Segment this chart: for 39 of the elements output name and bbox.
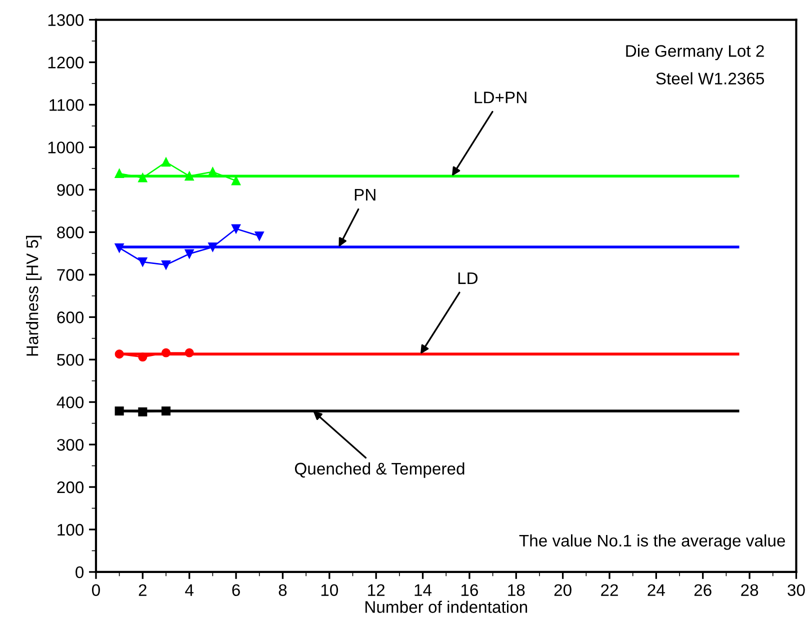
y-tick-label: 1000 — [48, 142, 84, 154]
x-tick-label: 10 — [321, 584, 338, 596]
x-tick-label: 26 — [694, 584, 712, 596]
annotation: PN — [354, 189, 376, 201]
annotation: Quenched & Tempered — [294, 462, 464, 478]
x-tick-label: 6 — [232, 584, 240, 596]
y-tick-label: 600 — [57, 312, 84, 324]
x-tick-label: 0 — [92, 584, 100, 596]
y-tick-label: 1100 — [50, 99, 84, 111]
x-tick-label: 22 — [601, 584, 618, 596]
y-tick-label: 200 — [57, 481, 84, 494]
annotation: The value No.1 is the average value — [519, 534, 786, 550]
annotation: Steel W1.2365 — [656, 72, 764, 84]
x-tick-label: 4 — [185, 584, 194, 596]
y-tick-label: 400 — [56, 396, 84, 408]
y-tick-label: 800 — [57, 226, 84, 238]
x-tick-label: 2 — [138, 584, 146, 596]
x-tick-label: 28 — [741, 584, 758, 596]
x-tick-label: 24 — [648, 584, 665, 596]
y-tick-label: 100 — [58, 524, 84, 536]
annotation: LD — [458, 272, 478, 284]
y-axis-title: Hardness [HV 5] — [26, 236, 42, 356]
annotation: Die Germany Lot 2 — [626, 44, 764, 60]
y-tick-label: 1300 — [48, 14, 84, 26]
y-tick-label: 900 — [57, 184, 84, 196]
y-tick-label: 300 — [57, 438, 84, 451]
x-tick-label: 30 — [788, 584, 805, 596]
x-tick-label: 14 — [414, 584, 432, 596]
x-tick-label: 16 — [461, 584, 478, 596]
x-tick-label: 18 — [508, 584, 525, 596]
x-tick-label: 20 — [554, 584, 572, 596]
x-tick-label: 12 — [368, 584, 385, 596]
x-axis-title: Number of indentation — [365, 600, 528, 613]
y-tick-label: 1200 — [48, 56, 84, 68]
y-tick-label: 500 — [57, 354, 84, 366]
annotation: LD+PN — [474, 92, 526, 104]
y-tick-label: 0 — [76, 566, 84, 578]
y-tick-label: 700 — [57, 269, 84, 281]
x-tick-label: 8 — [278, 584, 287, 596]
